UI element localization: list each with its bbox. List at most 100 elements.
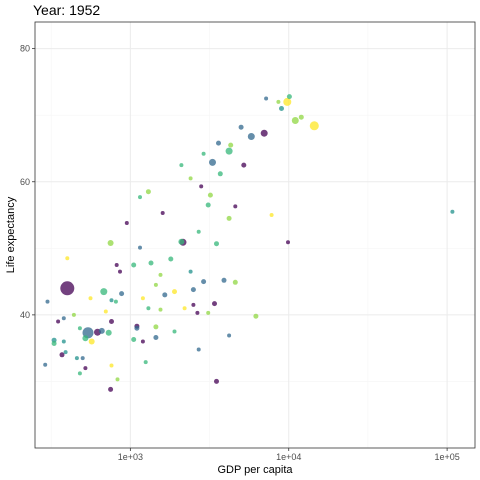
data-point <box>309 121 319 131</box>
data-point <box>191 302 196 307</box>
data-point <box>115 377 120 382</box>
data-point <box>264 96 269 101</box>
data-point <box>60 281 75 296</box>
data-point <box>61 316 66 321</box>
data-point <box>214 378 219 384</box>
data-point <box>148 260 154 266</box>
data-point <box>43 362 48 367</box>
data-point <box>146 306 151 311</box>
data-point <box>74 356 79 361</box>
data-point <box>298 114 304 120</box>
data-point <box>160 211 165 215</box>
data-point <box>291 117 299 124</box>
data-point <box>188 176 193 181</box>
data-point <box>153 324 159 330</box>
data-point <box>172 289 177 295</box>
data-point <box>227 333 232 338</box>
data-point <box>131 337 137 342</box>
data-point <box>201 151 206 156</box>
data-point <box>260 129 268 137</box>
data-point <box>286 94 292 100</box>
data-point <box>143 360 148 365</box>
data-point <box>131 262 137 268</box>
data-point <box>188 269 193 274</box>
data-point <box>124 221 129 225</box>
data-point <box>182 306 187 311</box>
data-point <box>216 140 221 146</box>
data-point <box>217 171 223 177</box>
data-point <box>114 263 119 267</box>
data-point <box>65 256 70 261</box>
x-tick-label: 1e+04 <box>276 452 301 462</box>
data-point <box>276 99 281 104</box>
data-point <box>145 189 151 195</box>
data-point <box>158 272 163 277</box>
data-point <box>77 326 82 331</box>
data-point <box>80 356 85 361</box>
data-point <box>71 312 76 317</box>
data-point <box>103 309 108 314</box>
data-point <box>221 277 227 283</box>
data-point <box>109 363 114 368</box>
plot-border <box>34 21 476 449</box>
data-point <box>207 192 213 198</box>
y-tick-label: 60 <box>20 177 30 187</box>
data-point <box>134 325 140 331</box>
data-point <box>233 204 238 209</box>
data-point <box>98 327 105 334</box>
data-point <box>88 296 93 301</box>
data-point <box>63 350 68 355</box>
chart-title: Year: 1952 <box>33 2 100 18</box>
data-point <box>232 279 238 285</box>
data-point <box>162 292 168 298</box>
data-point <box>108 386 114 392</box>
data-point <box>153 335 159 340</box>
data-point <box>253 313 259 319</box>
data-point <box>109 319 114 324</box>
data-point <box>247 133 255 140</box>
y-axis-title: Life expectancy <box>5 196 17 273</box>
data-point <box>196 347 201 352</box>
data-point <box>228 142 234 148</box>
data-point <box>226 215 232 221</box>
data-point <box>105 329 112 336</box>
data-point <box>214 241 219 247</box>
data-point <box>82 335 89 342</box>
data-point <box>172 329 177 334</box>
data-point <box>241 162 247 168</box>
data-point <box>190 287 196 293</box>
data-point <box>138 195 142 200</box>
data-point <box>201 279 207 285</box>
x-axis-title: GDP per capita <box>217 464 293 476</box>
data-point <box>119 291 125 297</box>
data-point <box>269 213 274 217</box>
data-point <box>45 299 50 304</box>
data-point <box>238 124 244 130</box>
data-point <box>205 202 211 208</box>
data-point <box>206 310 211 315</box>
gridlines <box>35 22 475 448</box>
data-point <box>283 97 292 106</box>
data-point <box>56 319 61 324</box>
data-point <box>279 106 284 111</box>
data-point <box>450 209 455 214</box>
data-point <box>61 339 66 344</box>
data-point <box>113 299 118 304</box>
data-point <box>140 296 145 301</box>
data-point <box>199 184 204 189</box>
data-point <box>140 339 145 344</box>
data-point <box>138 245 142 250</box>
y-tick-label: 40 <box>20 310 30 320</box>
data-point <box>225 147 233 155</box>
data-point <box>118 269 122 274</box>
data-point <box>109 298 114 303</box>
data-points <box>43 94 455 392</box>
data-point <box>100 288 108 296</box>
plot-panel <box>35 22 475 448</box>
data-point <box>209 158 216 166</box>
data-point <box>178 238 185 245</box>
data-point <box>179 163 184 168</box>
data-point <box>196 229 201 234</box>
data-point <box>158 307 163 312</box>
